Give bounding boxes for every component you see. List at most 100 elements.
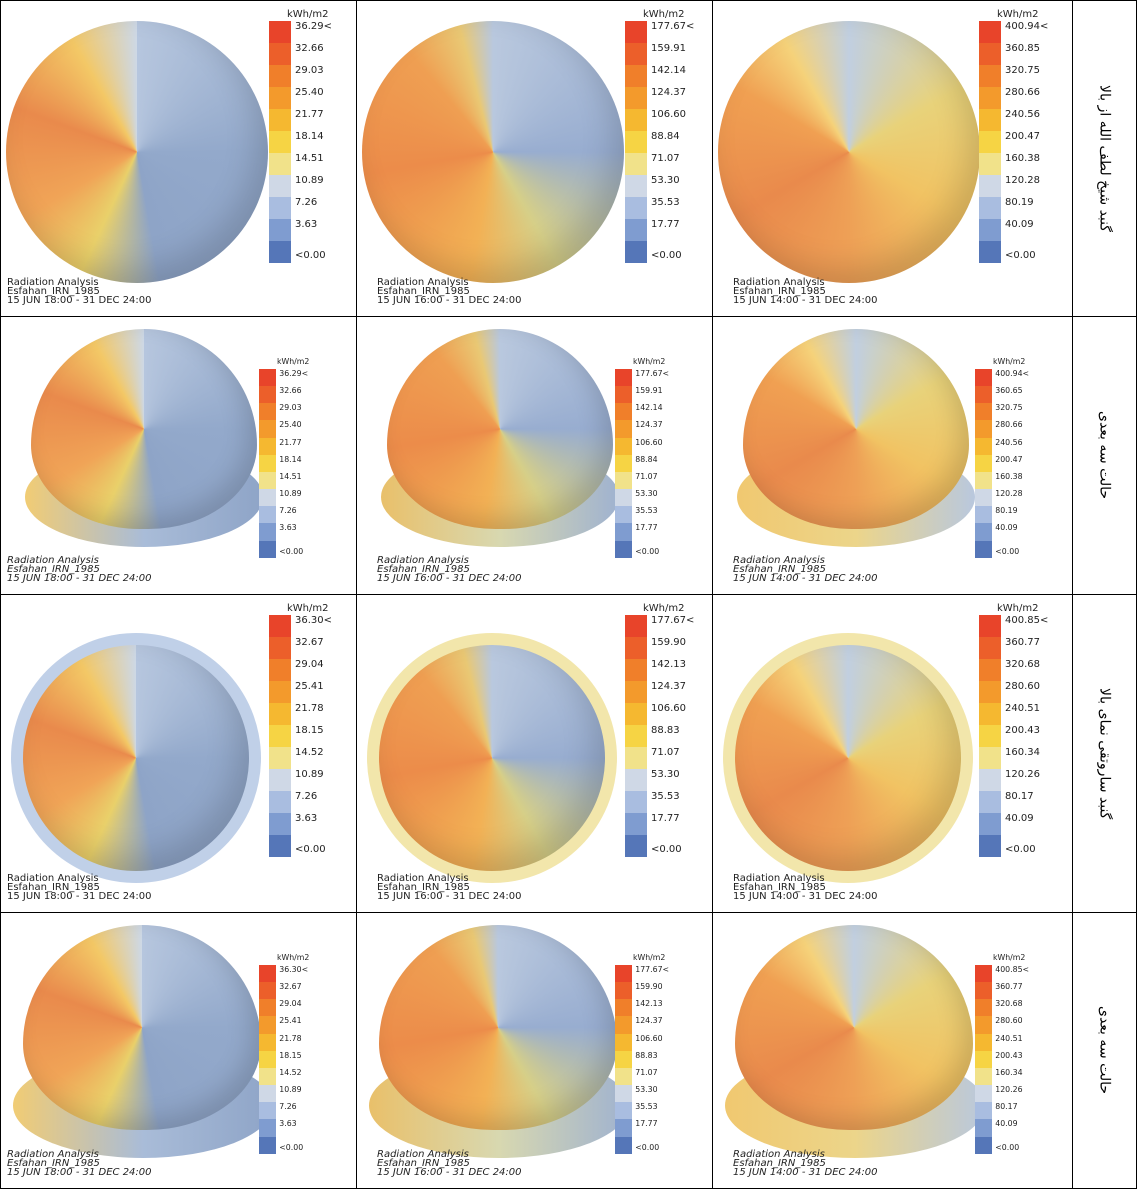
legend-swatch [259,1050,277,1068]
legend-swatch [269,87,291,109]
legend-label: 160.38 [1005,153,1040,164]
legend-swatch [979,615,1001,637]
image-cell: kWh/m2 177.67< 159.91 142.14 124.37 106.60 88.… [356,0,713,317]
caption-line: Radiation Analysis [733,1149,825,1160]
legend-label: 18.15 [295,725,324,736]
legend-swatch [979,197,1001,219]
legend-label: 80.19 [995,506,1018,516]
image-cell: kWh/m2 36.30< 32.67 29.04 25.41 21.78 18.15 14.… [0,594,357,913]
legend-swatch [269,197,291,219]
dome-disc [718,21,980,283]
legend-swatch [259,403,277,421]
legend-label: 120.28 [995,489,1023,499]
legend-swatch [975,1050,993,1068]
legend-label: <0.00 [995,1143,1020,1153]
image-cell: kWh/m2 177.67< 159.90 142.13 124.37 106.60 88.… [356,594,713,913]
legend-swatch [615,1067,633,1086]
row-label-cell: حالت سه بعدی [1072,912,1137,1189]
legend-swatch [979,747,1001,769]
legend-label: <0.00 [279,547,304,557]
legend-swatch [979,835,1001,857]
legend-label: <0.00 [295,249,326,261]
legend-label: 80.19 [1005,197,1034,208]
legend-label: 40.09 [995,523,1018,533]
legend-swatch [615,369,633,387]
caption-line: Radiation Analysis [377,277,469,288]
legend-label: 3.63 [279,523,297,533]
legend-swatch [625,769,647,791]
row-label-cell: حالت سه بعدی [1072,316,1137,595]
legend-label: 159.90 [651,637,686,648]
legend-label: 17.77 [635,1119,658,1129]
legend-swatch [259,454,277,472]
legend-swatch [615,454,633,472]
dome-disc [362,21,624,283]
legend-label: 18.15 [279,1050,302,1060]
legend-swatch [979,87,1001,109]
legend-swatch [625,725,647,747]
dome-body [743,329,969,529]
image-cell: kWh/m2 400.85< 360.77 320.68 280.60 240.51 200… [712,912,1073,1189]
legend-unit: kWh/m2 [287,9,329,20]
legend-swatch [259,1067,277,1086]
dome-body [379,925,617,1130]
image-cell: kWh/m2 36.29< 32.66 29.03 25.40 21.77 18.14 14.… [0,316,357,595]
legend-label: <0.00 [651,843,682,855]
legend-swatch [979,109,1001,131]
legend-swatch [625,659,647,681]
legend-swatch [615,420,633,438]
legend-label: 53.30 [651,175,680,186]
legend-swatch [625,637,647,659]
legend-label: 7.26 [279,506,297,516]
legend-swatch [615,1033,633,1051]
legend-label: 400.85< [995,965,1030,974]
legend-label: 71.07 [651,153,680,164]
legend-swatch [625,175,647,197]
legend-label: 21.78 [279,1033,302,1043]
legend-swatch [259,437,277,455]
legend-label: 21.77 [279,437,302,447]
legend-label: 88.84 [635,454,658,464]
legend-label: 160.34 [995,1067,1023,1077]
legend-swatch [625,65,647,87]
legend-swatch [269,241,291,263]
legend-label: 32.67 [295,637,324,648]
legend-swatch [625,109,647,131]
legend-label: 177.67< [635,369,670,378]
caption-line: Radiation Analysis [733,555,825,566]
legend-label: 40.09 [1005,219,1034,230]
legend-label: 3.63 [295,219,318,230]
legend-swatch [269,769,291,791]
legend-label: <0.00 [635,547,660,557]
legend-unit: kWh/m2 [633,953,666,962]
legend-label: 36.30< [295,615,333,626]
legend-swatch [269,813,291,835]
legend-swatch [625,747,647,769]
legend-swatch [975,982,993,1000]
legend-swatch [625,131,647,153]
image-cell: kWh/m2 400.85< 360.77 320.68 280.60 240.51 200… [712,594,1073,913]
caption-line: Esfahan_IRN_1985 [733,286,826,297]
legend-label: 177.67< [651,615,695,626]
legend-swatch [269,109,291,131]
legend-swatch [979,21,1001,43]
legend-swatch [259,1119,277,1137]
legend-swatch [625,615,647,637]
legend-label: <0.00 [651,249,682,261]
row-label: گنبد شیخ لطف الله از بالا [1096,84,1113,233]
legend-label: 124.37 [651,681,686,692]
legend-label: 360.85 [1005,43,1040,54]
legend-swatch [615,1102,633,1120]
image-cell: kWh/m2 177.67< 159.90 142.13 124.37 106.60 88.… [356,912,713,1189]
legend-label: 36.29< [295,21,333,32]
image-cell: kWh/m2 36.30< 32.67 29.04 25.41 21.78 18.15 14.… [0,912,357,1189]
legend-swatch [625,241,647,263]
legend-label: 124.37 [651,87,686,98]
legend-swatch [975,1102,993,1120]
legend-swatch [625,813,647,835]
dome-body [735,925,973,1130]
legend-swatch [625,87,647,109]
caption-line: 15 JUN 16:00 - 31 DEC 24:00 [377,573,522,584]
legend-swatch [975,403,993,421]
